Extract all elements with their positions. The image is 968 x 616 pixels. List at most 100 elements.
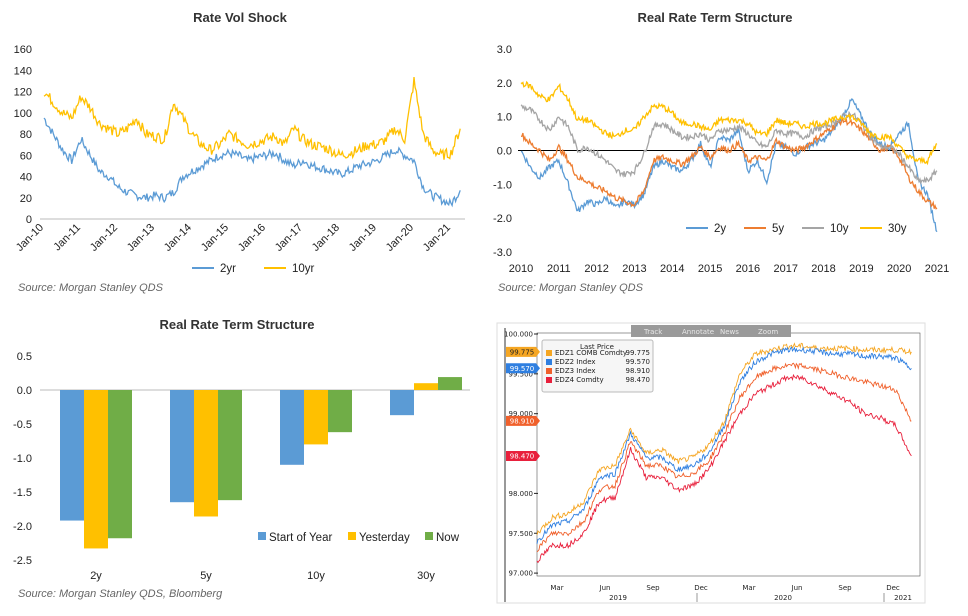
x-tick-label: 2019 bbox=[849, 263, 873, 275]
source-note: Source: Morgan Stanley QDS bbox=[498, 282, 644, 294]
x-tick-label: Jan-21 bbox=[421, 222, 453, 254]
series-line-5y bbox=[520, 116, 938, 210]
last-price-tag bbox=[506, 363, 540, 374]
toolbar-track-button[interactable]: Track bbox=[643, 328, 663, 336]
toolbar-zoom-button[interactable]: Zoom bbox=[758, 328, 778, 336]
source-note: Source: Morgan Stanley QDS, Bloomberg bbox=[18, 588, 223, 600]
x-tick-label: Sep bbox=[646, 584, 660, 592]
bar-2y-now bbox=[108, 390, 132, 539]
legend-swatch bbox=[348, 532, 356, 540]
toolbar bbox=[631, 325, 791, 337]
legend-label: 10yr bbox=[292, 263, 315, 275]
y-tick-label: -1.0 bbox=[493, 179, 512, 191]
chart-title: Real Rate Term Structure bbox=[637, 10, 792, 25]
x-tick-label: Mar bbox=[742, 584, 755, 592]
legend-label: 2y bbox=[714, 223, 726, 235]
last-price-tag bbox=[506, 415, 540, 426]
y-tick-label: 98.000 bbox=[509, 490, 534, 498]
y-tick-label: -2.0 bbox=[493, 213, 512, 225]
y-tick-label: 0 bbox=[26, 214, 32, 226]
legend-label: 2yr bbox=[220, 263, 236, 275]
legend-label: EDZ3 Index bbox=[555, 367, 596, 375]
x-tick-label: Mar bbox=[550, 584, 563, 592]
category-label: 5y bbox=[200, 570, 212, 582]
rate-vol-shock-chart: Rate Vol Shock 0 20 40 60 80 100 120 140 160 Jan-1… bbox=[14, 10, 465, 294]
legend-label: EDZ4 Comdty bbox=[555, 376, 604, 384]
series-line-edz4-comdty bbox=[536, 373, 912, 564]
y-tick-label: 140 bbox=[14, 65, 32, 77]
bar-2y-yesterday bbox=[84, 390, 108, 549]
y-tick-label: 100 bbox=[14, 108, 32, 120]
x-tick-label: Jan-17 bbox=[273, 222, 305, 254]
last-price-tag bbox=[506, 346, 540, 357]
y-tick-label: 0.5 bbox=[17, 351, 32, 363]
category-label: 2y bbox=[90, 570, 102, 582]
x-tick-label: 2016 bbox=[736, 263, 760, 275]
y-tick-label: -1.5 bbox=[13, 487, 32, 499]
x-tick-label: Dec bbox=[886, 584, 900, 592]
toolbar-annotate-button[interactable]: Annotate bbox=[682, 328, 714, 336]
legend-value: 98.910 bbox=[626, 367, 651, 375]
x-tick-label: 2020 bbox=[887, 263, 911, 275]
bar-30y-start-of-year bbox=[390, 390, 414, 416]
series-line-edz2-index bbox=[536, 346, 912, 544]
last-price-tag bbox=[506, 450, 540, 461]
year-label: 2019 bbox=[609, 594, 627, 602]
category-label: 10y bbox=[307, 570, 325, 582]
source-note: Source: Morgan Stanley QDS bbox=[18, 282, 164, 294]
legend-label: 30y bbox=[888, 223, 907, 235]
series-line-2yr bbox=[43, 117, 461, 208]
legend-value: 99.570 bbox=[626, 358, 651, 366]
x-tick-label: Jan-16 bbox=[236, 222, 268, 254]
legend-label: Yesterday bbox=[359, 532, 410, 544]
bar-2y-start-of-year bbox=[60, 390, 84, 521]
bar-30y-yesterday bbox=[414, 383, 438, 390]
legend-label: Start of Year bbox=[269, 532, 332, 544]
x-tick-label: Jan-11 bbox=[51, 222, 83, 254]
legend-label: EDZ1 COMB Comdty bbox=[555, 349, 627, 357]
x-tick-label: 2012 bbox=[584, 263, 608, 275]
y-tick-label: 100.000 bbox=[504, 331, 533, 339]
legend-box bbox=[541, 339, 654, 393]
year-label: 2021 bbox=[894, 594, 912, 602]
legend-swatch bbox=[258, 532, 266, 540]
real-rate-term-structure-line-chart: Real Rate Term Structure 3.0 2.0 1.0 0.0 -1.0… bbox=[493, 10, 949, 294]
x-tick-label: 2018 bbox=[811, 263, 835, 275]
toolbar-news-button[interactable]: News bbox=[720, 328, 739, 336]
last-price-tag-label: 98.910 bbox=[510, 417, 535, 425]
bar-5y-yesterday bbox=[194, 390, 218, 517]
x-tick-label: Jun bbox=[791, 584, 803, 592]
x-tick-label: Jan-10 bbox=[14, 222, 46, 254]
y-tick-label: -0.5 bbox=[13, 419, 32, 431]
x-tick-label: 2010 bbox=[509, 263, 533, 275]
legend-label: 5y bbox=[772, 223, 784, 235]
x-tick-label: 2015 bbox=[698, 263, 722, 275]
series-line-edz1-comb-comdty bbox=[536, 342, 912, 536]
y-tick-label: 0.0 bbox=[17, 385, 32, 397]
x-tick-label: 2021 bbox=[925, 263, 949, 275]
bar-5y-start-of-year bbox=[170, 390, 194, 503]
legend-swatch bbox=[425, 532, 433, 540]
legend-value: 98.470 bbox=[626, 376, 651, 384]
legend-swatch bbox=[546, 377, 552, 383]
y-tick-label: 2.0 bbox=[497, 78, 512, 90]
x-tick-label: Dec bbox=[694, 584, 708, 592]
legend-title: Last Price bbox=[580, 343, 614, 351]
series-line-30y bbox=[520, 80, 938, 166]
legend-label: EDZ2 Index bbox=[555, 358, 596, 366]
series-line-edz3-index bbox=[536, 362, 912, 553]
x-tick-label: 2013 bbox=[622, 263, 646, 275]
y-tick-label: -2.0 bbox=[13, 521, 32, 533]
y-tick-label: 0.0 bbox=[497, 146, 512, 158]
bar-5y-now bbox=[218, 390, 242, 501]
y-tick-label: 97.000 bbox=[509, 570, 534, 578]
y-tick-label: 60 bbox=[20, 150, 32, 162]
chart-title: Rate Vol Shock bbox=[193, 10, 287, 25]
bar-10y-yesterday bbox=[304, 390, 328, 445]
y-tick-label: 40 bbox=[20, 172, 32, 184]
last-price-tag-label: 99.775 bbox=[510, 348, 535, 356]
last-price-tag-label: 99.570 bbox=[510, 365, 535, 373]
x-tick-label: 2017 bbox=[773, 263, 797, 275]
year-label: 2020 bbox=[774, 594, 792, 602]
